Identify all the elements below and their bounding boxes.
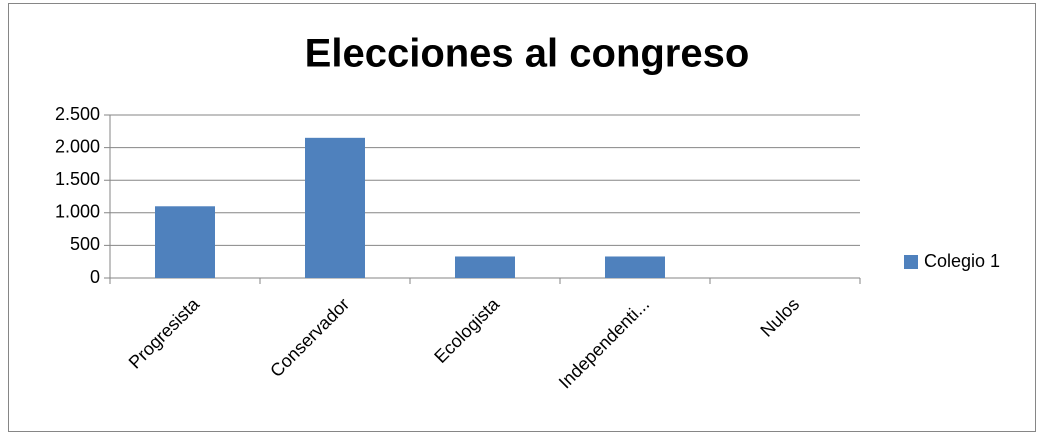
y-tick-label: 0 — [90, 267, 100, 287]
y-tick-label: 2.000 — [55, 136, 100, 156]
bar — [305, 137, 365, 278]
y-tick-label: 2.500 — [55, 104, 100, 124]
chart-title: Elecciones al congreso — [305, 32, 750, 76]
bar — [155, 206, 215, 278]
bar — [605, 256, 665, 278]
legend-swatch — [904, 255, 918, 269]
bar — [455, 256, 515, 278]
y-tick-label: 1.500 — [55, 169, 100, 189]
y-tick-label: 500 — [70, 234, 100, 254]
y-tick-label: 1.000 — [55, 202, 100, 222]
legend-label: Colegio 1 — [924, 251, 1000, 271]
